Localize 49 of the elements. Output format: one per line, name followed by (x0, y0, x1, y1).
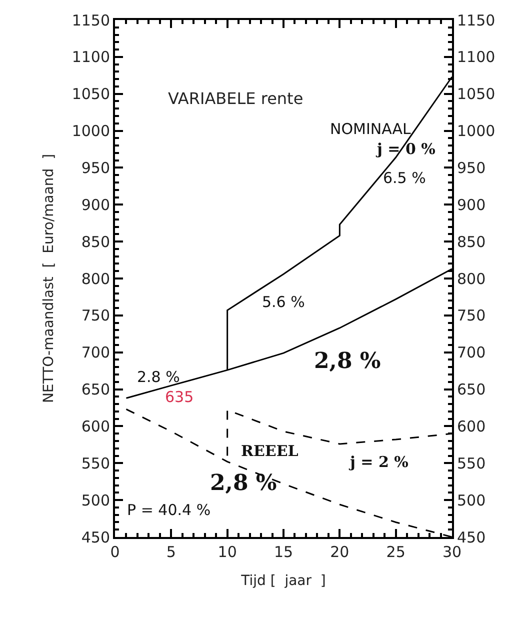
y2-tick-label: 1150 (457, 11, 496, 30)
y-axis-title: NETTO-maandlast [ Euro/maand ] (40, 154, 57, 404)
x-tick-label: 10 (218, 543, 237, 561)
y-tick-label: 900 (81, 196, 110, 214)
annotation: REEEL (241, 442, 299, 460)
y-tick-label: 650 (81, 380, 110, 399)
x-tick-label: 15 (274, 543, 294, 561)
y2-tick-label: 900 (457, 196, 486, 214)
y2-tick-label: 1050 (457, 85, 496, 104)
annotation: 2,8 % (314, 348, 381, 374)
y-tick-label: 1000 (72, 122, 110, 140)
annotation: NOMINAAL (330, 120, 412, 138)
x-tick-label: 0 (110, 543, 120, 561)
annotation: 5.6 % (262, 293, 305, 311)
y-tick-label: 750 (81, 306, 110, 325)
y2-tick-label: 1000 (457, 122, 496, 140)
y2-tick-label: 950 (457, 158, 486, 177)
y2-tick-label: 850 (457, 232, 486, 251)
y2-tick-label: 650 (457, 380, 486, 399)
x-tick-label: 20 (330, 543, 350, 561)
y-tick-label: 850 (81, 232, 110, 251)
annotation: 2.8 % (137, 368, 180, 386)
annotation: 2,8 % (210, 470, 277, 496)
annotation: 6.5 % (383, 169, 426, 187)
y-tick-label: 600 (81, 417, 110, 436)
annotation: P = 40.4 % (127, 501, 211, 519)
y-tick-label: 700 (81, 344, 110, 362)
y2-tick-label: 550 (457, 454, 486, 472)
annotation: 635 (165, 388, 194, 406)
annotation: j = 2 % (348, 453, 408, 471)
y-tick-label: 1150 (72, 11, 110, 30)
y-tick-label: 1100 (72, 48, 110, 66)
y-tick-label: 950 (81, 158, 110, 177)
x-tick-label: 25 (386, 543, 406, 561)
y-tick-label: 550 (81, 454, 110, 472)
x-tick-label: 5 (166, 543, 176, 561)
y2-tick-label: 700 (457, 344, 486, 362)
y-tick-label: 500 (81, 491, 110, 510)
y-tick-label: 450 (81, 528, 110, 546)
y2-tick-label: 500 (457, 491, 486, 510)
y-tick-label: 1050 (72, 85, 110, 104)
x-axis-title: Tijd [ jaar ] (240, 572, 326, 589)
y2-tick-label: 600 (457, 417, 486, 436)
y2-tick-label: 750 (457, 306, 486, 325)
y-tick-label: 800 (81, 270, 110, 288)
annotation: j = 0 % (375, 140, 436, 158)
text: VARIABELE rente (168, 89, 304, 108)
y2-tick-label: 800 (457, 270, 486, 288)
y2-tick-label: 1100 (457, 48, 496, 66)
